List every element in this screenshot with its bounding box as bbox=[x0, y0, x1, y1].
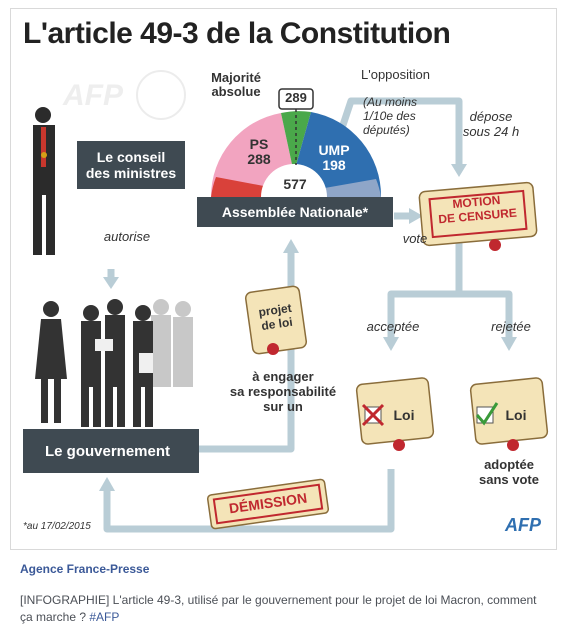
opposition-detail: (Au moins 1/10e des députés) bbox=[363, 95, 433, 137]
adoptee-line-1: adoptée bbox=[484, 457, 534, 472]
hashtag-link[interactable]: #AFP bbox=[89, 610, 120, 624]
engager-line-2: sa responsabilité bbox=[229, 384, 337, 399]
post-footer: Agence France-Presse [INFOGRAPHIE] L'art… bbox=[10, 552, 557, 636]
depose-label: dépose sous 24 h bbox=[449, 109, 533, 139]
arrow-rejetee bbox=[459, 290, 513, 339]
majorite-label-text: Majorité absolue bbox=[211, 70, 261, 99]
footnote: *au 17/02/2015 bbox=[23, 521, 91, 532]
infographic-title: L'article 49-3 de la Constitution bbox=[23, 17, 451, 50]
total-value: 577 bbox=[283, 176, 307, 192]
opposition-detail-1: (Au moins bbox=[363, 95, 418, 109]
left-seats bbox=[211, 177, 269, 197]
projet-scroll bbox=[244, 285, 308, 355]
government-group bbox=[35, 299, 193, 427]
demission-ribbon bbox=[206, 478, 330, 530]
engager-label: à engager sa responsabilité sur un bbox=[223, 369, 343, 414]
acceptee-label: acceptée bbox=[366, 319, 420, 334]
infographic-artwork: AFP bbox=[33, 70, 549, 533]
depose-2: sous 24 h bbox=[462, 124, 520, 139]
source-link[interactable]: Agence France-Presse bbox=[20, 562, 150, 576]
ump-label: UMP bbox=[318, 142, 350, 158]
gouvernement-box: Le gouvernement bbox=[23, 429, 199, 473]
autorise-label: autorise bbox=[103, 229, 151, 244]
afp-watermark-text: AFP bbox=[62, 79, 124, 112]
post-caption: [INFOGRAPHIE] L'article 49-3, utilisé pa… bbox=[20, 592, 550, 626]
majorite-box bbox=[278, 88, 314, 110]
infographic: AFP bbox=[11, 9, 556, 549]
ps-label: PS bbox=[249, 136, 269, 152]
loi-right-scroll bbox=[469, 377, 549, 451]
motion-scroll bbox=[418, 181, 538, 251]
ump-label-block: UMP 198 bbox=[309, 143, 359, 173]
depose-1: dépose bbox=[469, 109, 513, 124]
opposition-detail-3: députés) bbox=[363, 123, 410, 137]
arrow-demission bbox=[103, 469, 395, 533]
ps-label-block: PS 288 bbox=[239, 137, 279, 167]
engager-line-3: sur un bbox=[263, 399, 303, 414]
loi-right-label: Loi bbox=[505, 407, 527, 423]
engager-line-1: à engager bbox=[252, 369, 314, 384]
afp-watermark: AFP bbox=[62, 70, 186, 120]
arrow-acceptee bbox=[387, 241, 463, 339]
adoptee-line-2: sans vote bbox=[479, 472, 539, 487]
conseil-line-1: Le conseil bbox=[96, 149, 166, 165]
hemicycle bbox=[210, 88, 382, 197]
afp-logo: AFP bbox=[505, 515, 541, 535]
minister-figure bbox=[33, 107, 55, 255]
majorite-label: Majorité absolue bbox=[199, 71, 273, 99]
center-seats bbox=[319, 179, 381, 197]
opposition-detail-2: 1/10e des bbox=[363, 109, 416, 123]
assemblee-box: Assemblée Nationale* bbox=[197, 197, 393, 227]
arrow-opposition-depose bbox=[337, 97, 463, 164]
vote-label: vote bbox=[402, 231, 428, 246]
adoptee-label: adoptée sans vote bbox=[469, 457, 549, 487]
conseil-box: Le conseil des ministres bbox=[77, 141, 185, 189]
loi-left-scroll bbox=[355, 377, 435, 451]
caption-text: [INFOGRAPHIE] L'article 49-3, utilisé pa… bbox=[20, 593, 537, 624]
majorite-value: 289 bbox=[285, 90, 307, 105]
arrow-heads bbox=[99, 164, 517, 491]
conseil-line-2: des ministres bbox=[85, 165, 177, 181]
loi-left-label: Loi bbox=[393, 407, 415, 423]
ps-value: 288 bbox=[247, 151, 271, 167]
ump-value: 198 bbox=[322, 157, 346, 173]
rejetee-label: rejetée bbox=[491, 319, 531, 334]
infographic-card: AFP bbox=[10, 8, 557, 550]
opposition-label: L'opposition bbox=[361, 67, 430, 82]
